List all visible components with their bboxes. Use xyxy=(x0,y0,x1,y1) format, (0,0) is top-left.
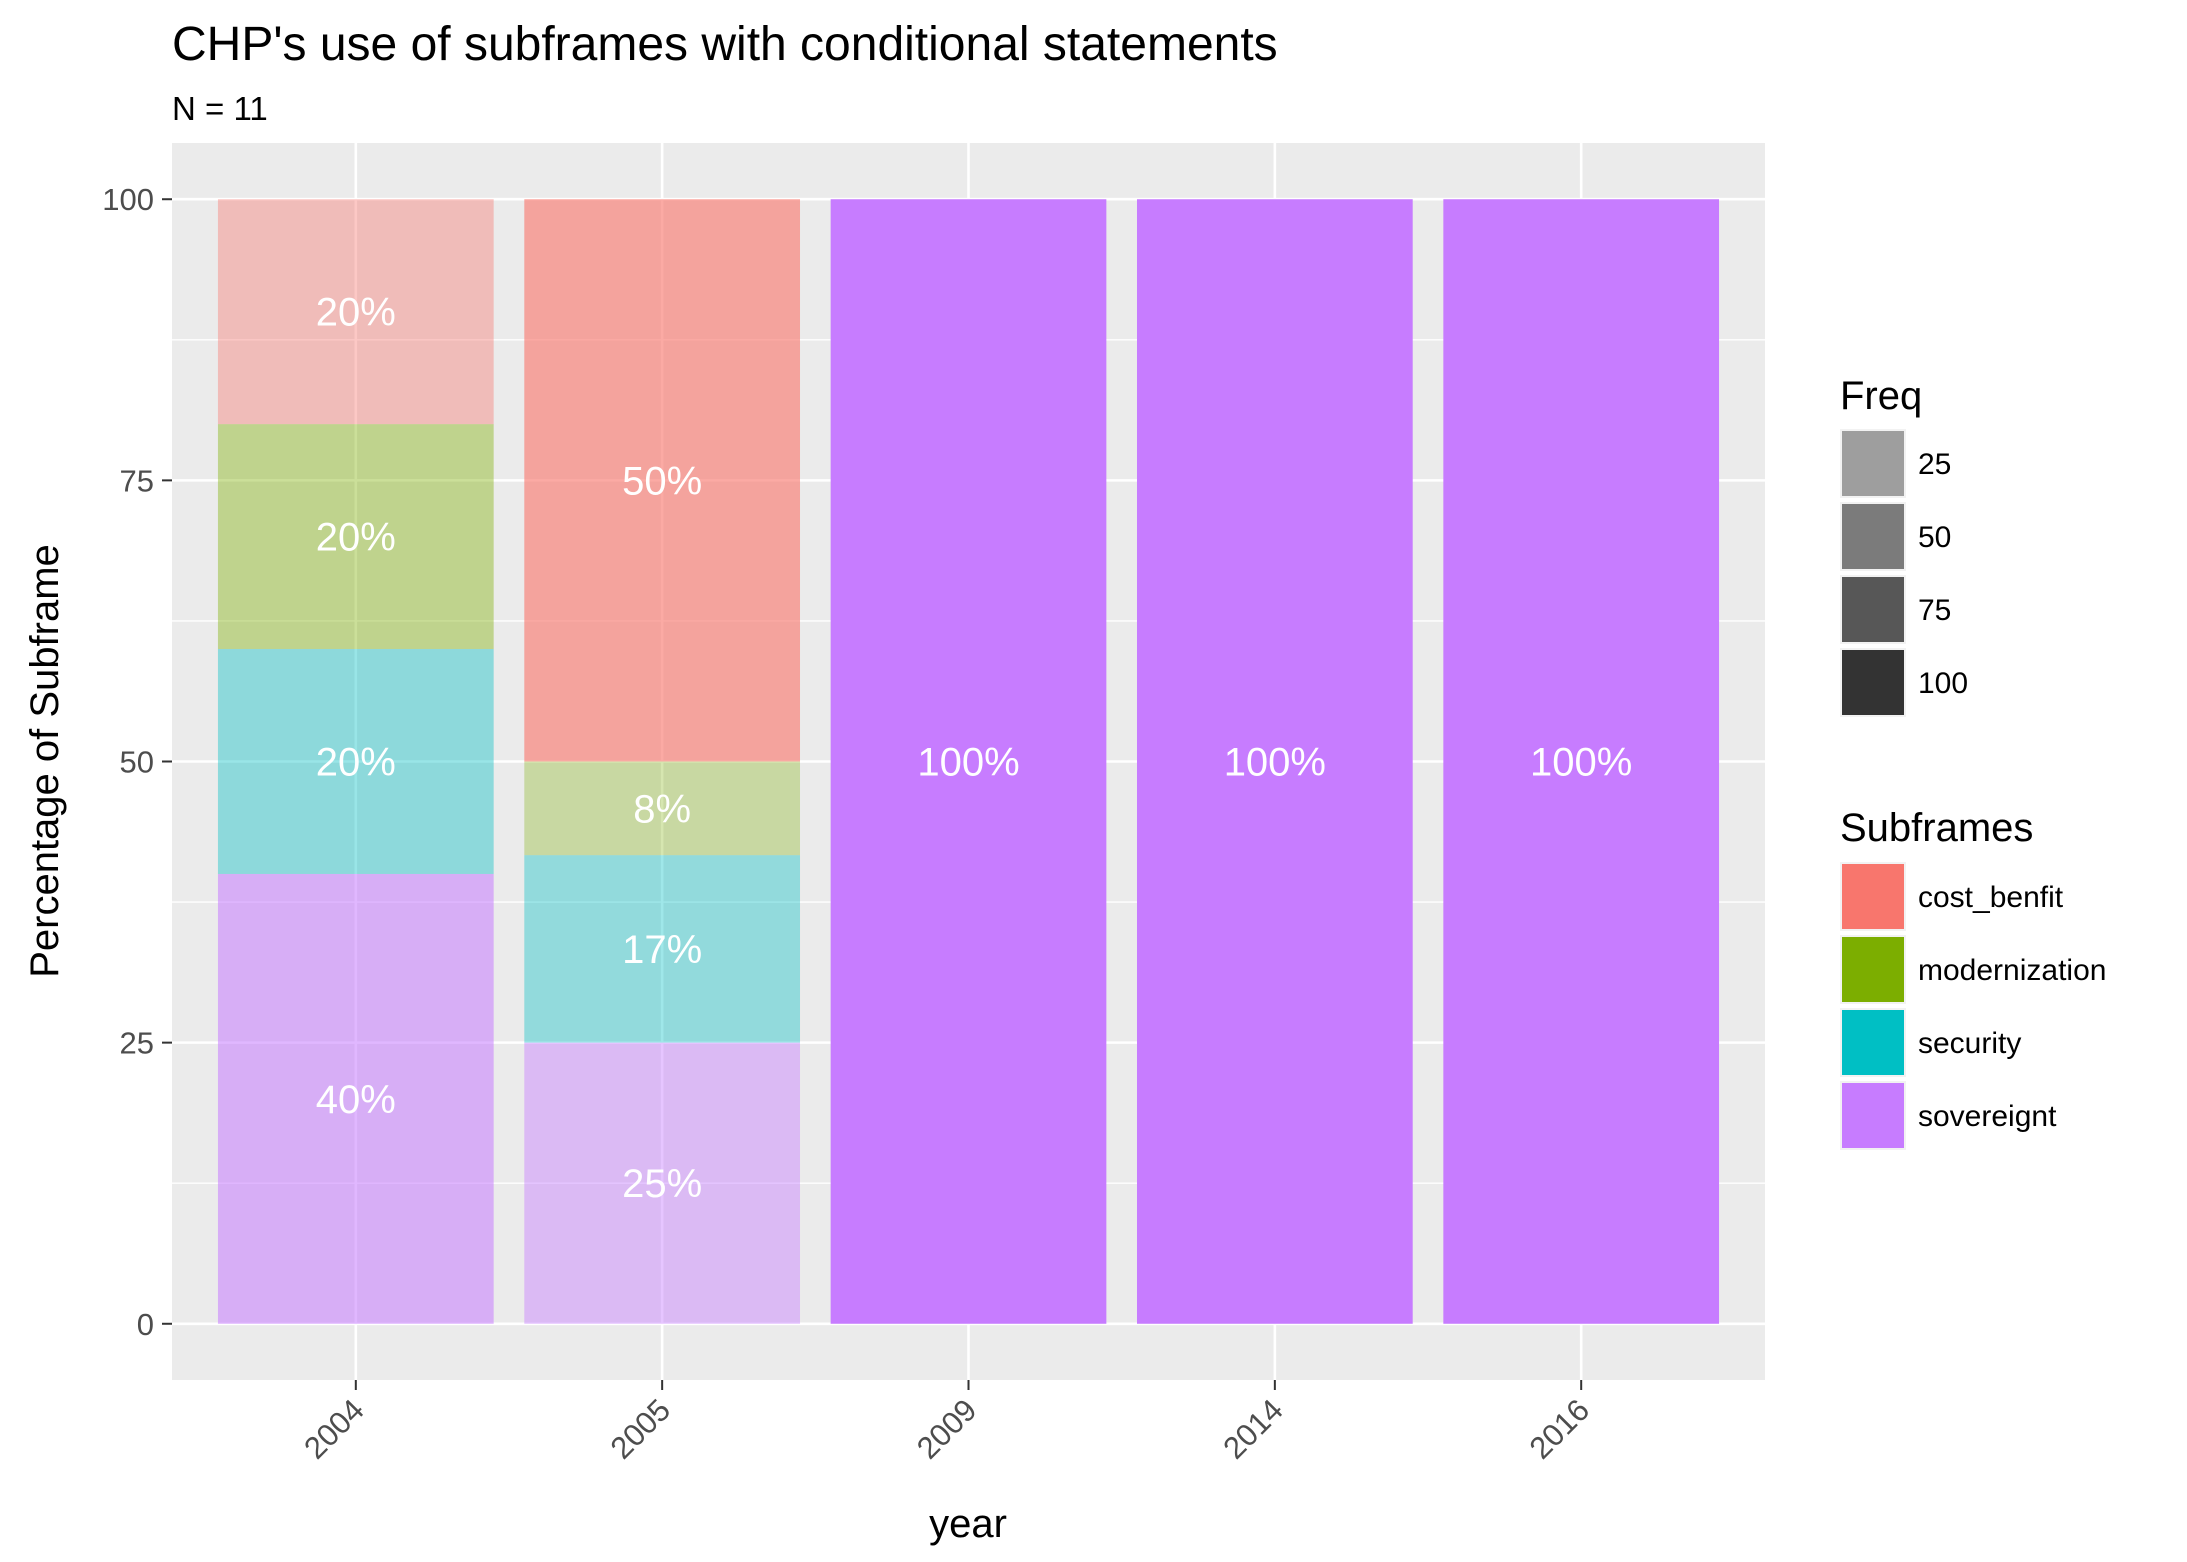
legend-freq-key xyxy=(1842,431,1904,496)
bar-label-sovereignt-2005: 25% xyxy=(622,1162,702,1206)
legend-subframes-label: modernization xyxy=(1918,954,2106,987)
legend-freq-label: 75 xyxy=(1918,594,1951,627)
bar-labels-layer: 40% 20% 20% 20% 25% 17% 8% 50% 100% 100% 100% xyxy=(316,291,1633,1207)
bar-segment-sovereignt-2005 xyxy=(524,1042,801,1324)
bar-label-cost_benfit-2005: 50% xyxy=(622,459,702,503)
legend-subframes-label: cost_benfit xyxy=(1918,881,2064,914)
x-axis-label: year xyxy=(929,1502,1007,1546)
bar-label-sovereignt-2016: 100% xyxy=(1530,741,1632,785)
bar-segment-modernization-2004 xyxy=(217,424,494,650)
legend-subframes: Subframes cost_benfit modernization securi… xyxy=(1840,806,2106,1150)
bar-segment-security-2004 xyxy=(217,649,494,874)
legend-freq: Freq 25 50 75 100 xyxy=(1840,374,1968,717)
y-tick-label: 50 xyxy=(120,745,154,780)
legend-subframes-key-security xyxy=(1842,1010,1904,1075)
bar-label-cost_benfit-2004: 20% xyxy=(316,291,396,335)
legend-subframes-key-modernization xyxy=(1842,937,1904,1002)
legend-freq-label: 100 xyxy=(1918,667,1968,700)
legend-freq-key-bg xyxy=(1840,429,1906,498)
bar-label-sovereignt-2009: 100% xyxy=(917,741,1019,785)
bar-segment-sovereignt-2014 xyxy=(1136,199,1413,1324)
legend-freq-key xyxy=(1842,504,1904,569)
bar-segment-cost_benfit-2005 xyxy=(524,199,801,762)
x-tick-label: 2009 xyxy=(910,1392,984,1466)
bars-layer xyxy=(217,199,1720,1324)
bar-segment-modernization-2005 xyxy=(524,761,801,856)
x-tick-label: 2005 xyxy=(604,1392,678,1466)
bar-segment-cost_benfit-2004 xyxy=(217,199,494,425)
legend-freq-title: Freq xyxy=(1840,374,1922,418)
y-tick-label: 0 xyxy=(137,1307,154,1342)
bar-label-security-2004: 20% xyxy=(316,741,396,785)
legend-subframes-key-sovereignt xyxy=(1842,1083,1904,1148)
legend-freq-key xyxy=(1842,650,1904,715)
chart-title: CHP's use of subframes with conditional … xyxy=(172,18,1278,71)
bar-segment-sovereignt-2009 xyxy=(830,199,1107,1324)
bar-label-security-2005: 17% xyxy=(622,928,702,972)
x-axis: 2004 2005 2009 2014 2016 xyxy=(297,1380,1596,1466)
legend-subframes-key-cost_benfit xyxy=(1842,864,1904,929)
chart-subtitle: N = 11 xyxy=(172,90,268,127)
bar-segment-sovereignt-2004 xyxy=(217,873,494,1324)
y-axis-label: Percentage of Subframe xyxy=(23,544,67,978)
y-tick-label: 100 xyxy=(102,182,154,217)
bar-segment-security-2005 xyxy=(524,855,801,1043)
y-axis: 0 25 50 75 100 xyxy=(102,182,172,1342)
y-tick-label: 75 xyxy=(120,463,154,498)
legend-freq-label: 50 xyxy=(1918,521,1951,554)
y-tick-label: 25 xyxy=(120,1026,154,1061)
x-tick-label: 2014 xyxy=(1216,1392,1290,1466)
bar-label-modernization-2005: 8% xyxy=(633,787,691,831)
bar-segment-sovereignt-2016 xyxy=(1443,199,1720,1324)
bar-label-sovereignt-2004: 40% xyxy=(316,1078,396,1122)
bar-label-sovereignt-2014: 100% xyxy=(1224,741,1326,785)
legend-freq-key xyxy=(1842,577,1904,642)
legend-freq-label: 25 xyxy=(1918,448,1951,481)
legend-subframes-label: sovereignt xyxy=(1918,1100,2057,1133)
x-tick-label: 2004 xyxy=(297,1392,371,1466)
legend-subframes-title: Subframes xyxy=(1840,806,2033,850)
bar-label-modernization-2004: 20% xyxy=(316,516,396,560)
legend-subframes-label: security xyxy=(1918,1027,2021,1060)
x-tick-label: 2016 xyxy=(1523,1392,1597,1466)
